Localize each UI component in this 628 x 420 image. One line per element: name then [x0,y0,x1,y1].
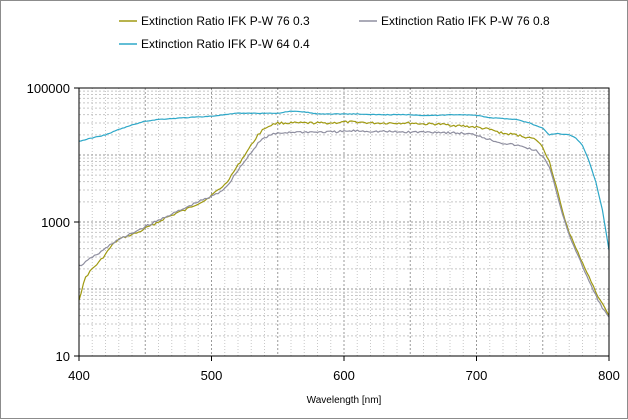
legend: Extinction Ratio IFK P-W 76 0.3 Extincti… [119,14,550,51]
x-tick-label: 400 [68,368,90,383]
x-tick-label: 600 [333,368,355,383]
legend-label-series-2: Extinction Ratio IFK P-W 76 0.8 [381,14,550,28]
y-tick-label: 10 [56,349,70,364]
series-lines [78,110,610,318]
x-axis-ticks: 400 500 600 700 800 [68,356,620,383]
x-axis-title: Wavelength [nm] [307,395,382,406]
legend-label-series-3: Extinction Ratio IFK P-W 64 0.4 [141,37,310,51]
y-tick-label: 1000 [41,215,70,230]
x-tick-label: 800 [598,368,620,383]
grid [79,88,609,356]
y-axis-ticks: 10 1000 100000 [27,81,79,364]
x-tick-label: 700 [466,368,488,383]
series-line-3 [78,110,610,251]
series-line-2 [78,129,610,318]
series-line-1 [78,120,610,316]
legend-label-series-1: Extinction Ratio IFK P-W 76 0.3 [141,14,310,28]
y-tick-label: 100000 [27,81,70,96]
x-tick-label: 500 [201,368,223,383]
